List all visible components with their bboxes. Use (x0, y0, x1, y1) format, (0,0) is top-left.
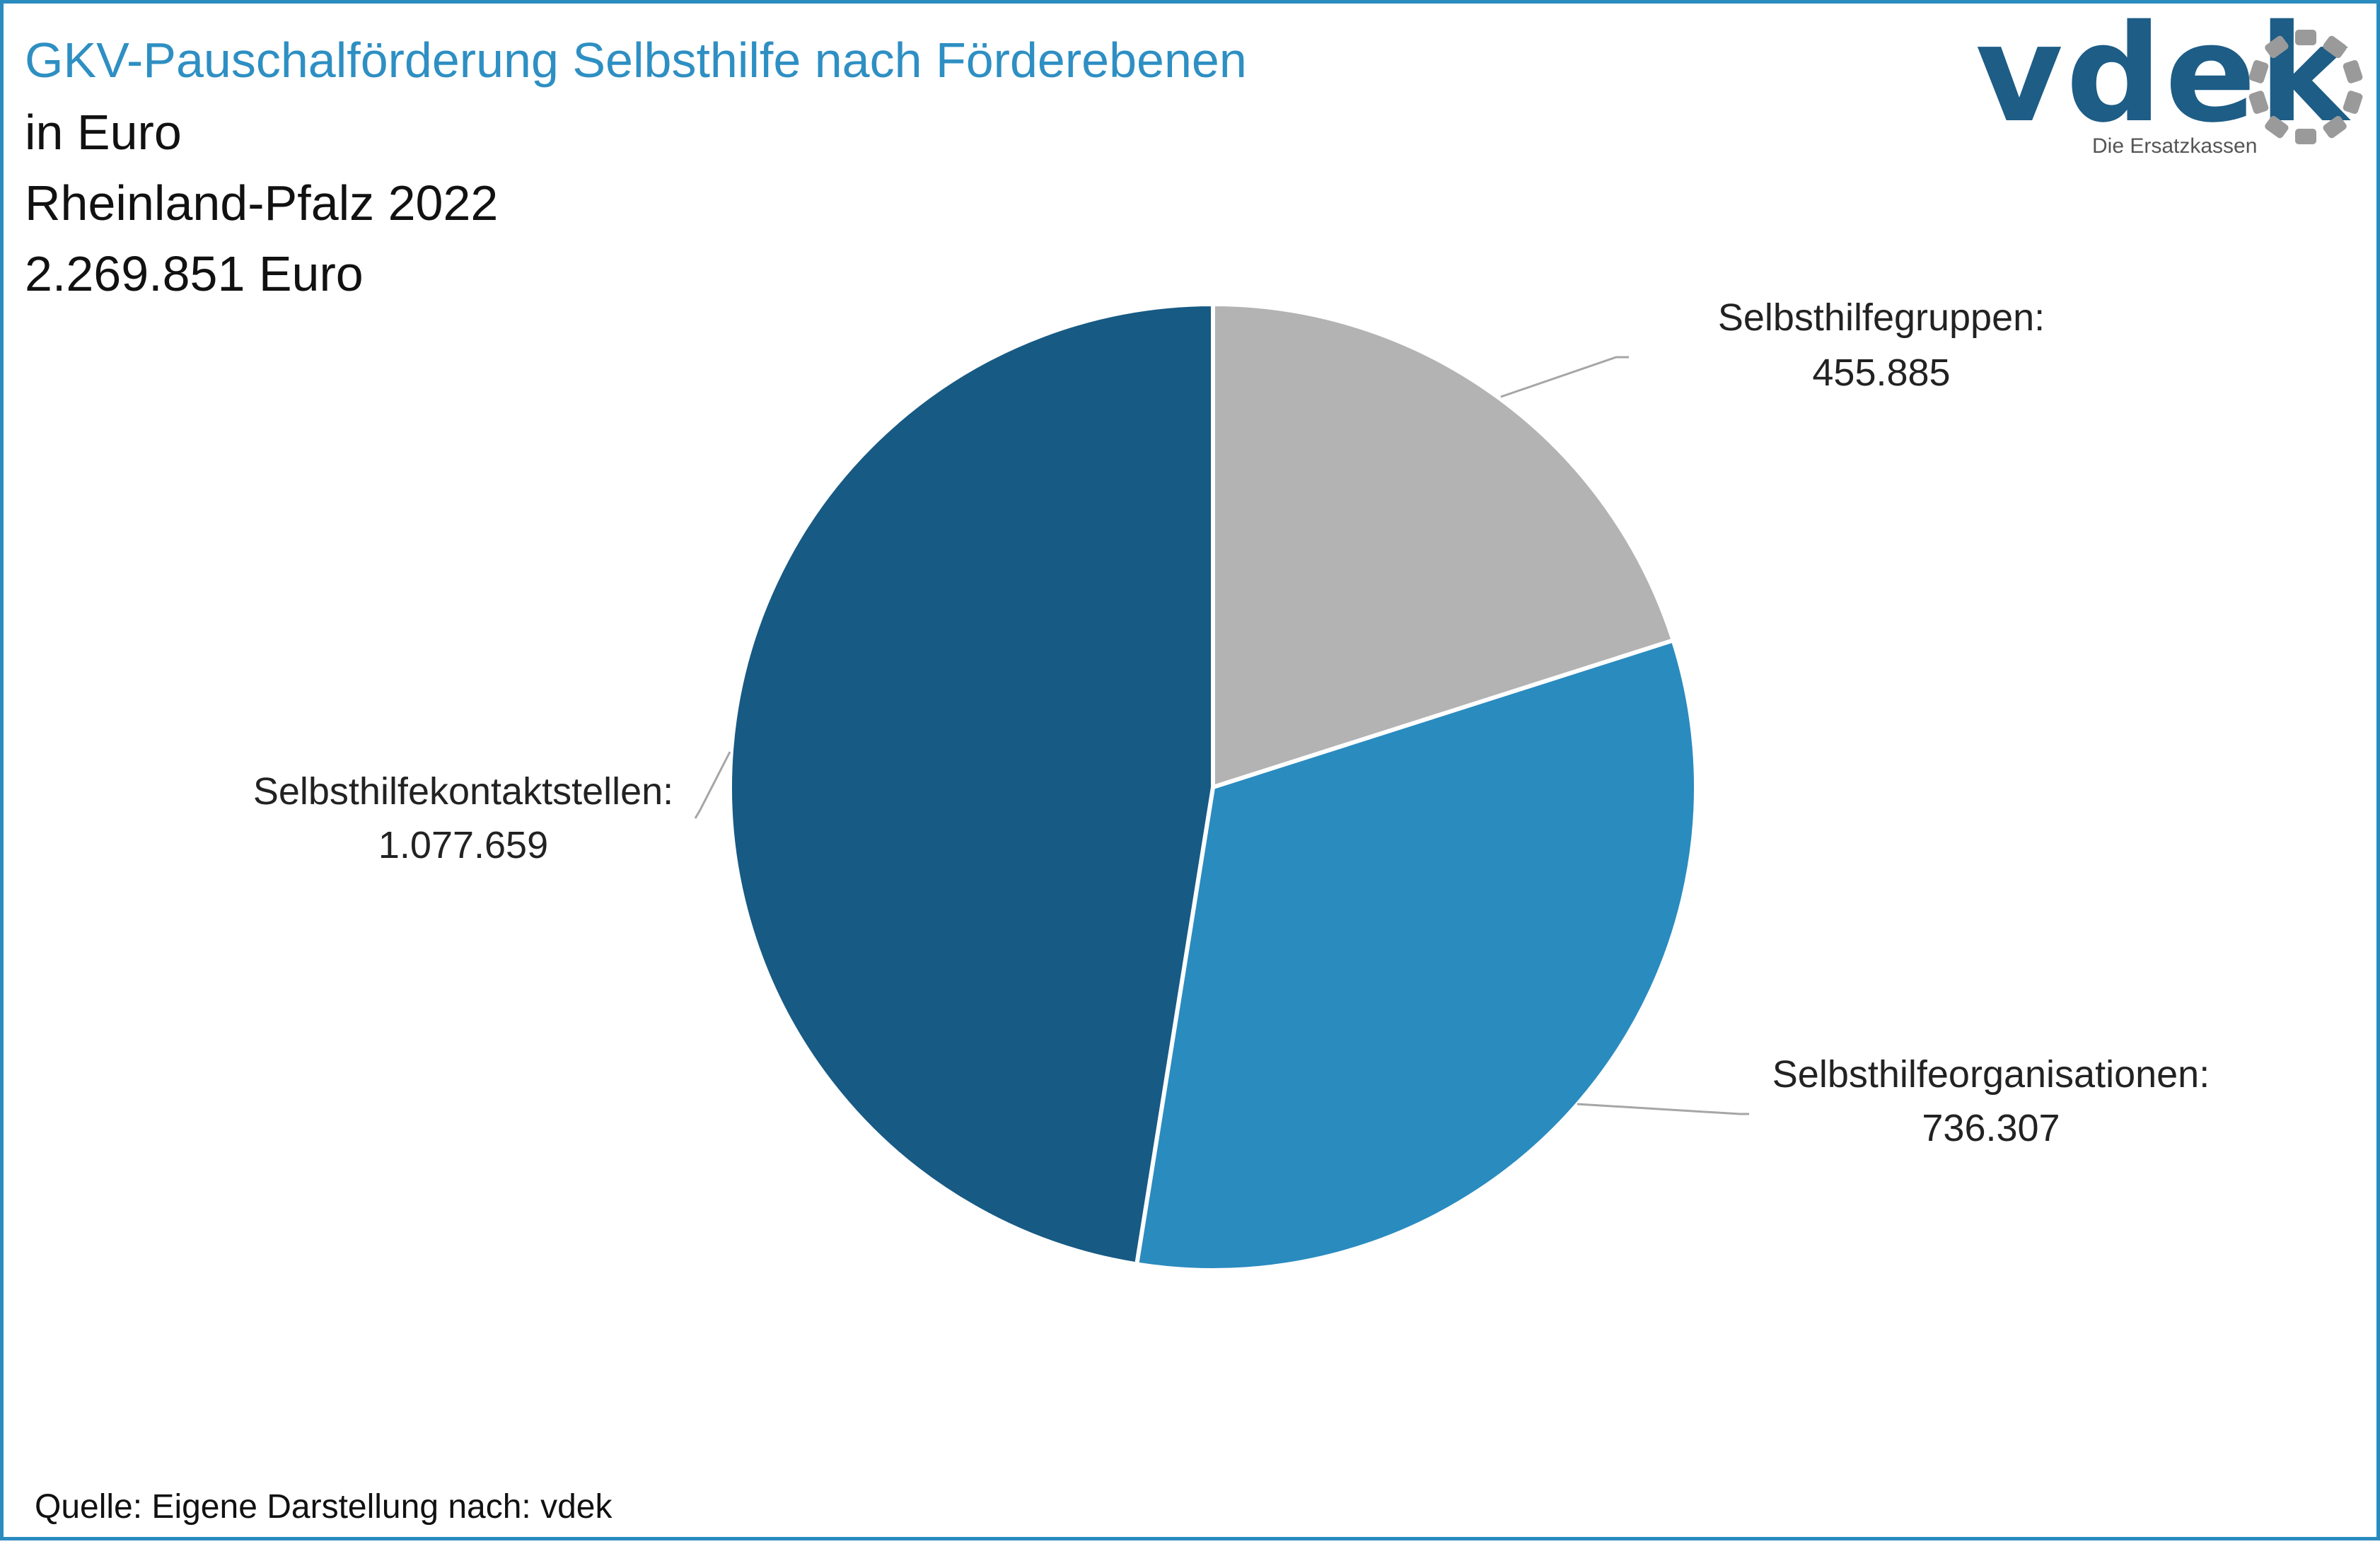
logo-ring-segment (2323, 115, 2347, 139)
vdek-logo: vdek Die Ersatzkassen (1970, 0, 2366, 166)
slice-label-1: Selbsthilfegruppen: (1718, 296, 2045, 339)
slice-value-label-3: 1.077.659 (378, 824, 548, 866)
logo-ring-segment (2248, 60, 2269, 83)
logo-ring-segment (2323, 35, 2347, 59)
chart-region-subtitle: Rheinland-Pfalz 2022 (25, 175, 499, 231)
chart-title: GKV-Pauschalförderung Selbsthilfe nach F… (25, 33, 1247, 88)
slice-value-label-1: 455.885 (1812, 352, 1950, 394)
slice-label-3: Selbsthilfekontaktstellen: (253, 770, 673, 813)
logo-ring-segment (2343, 91, 2363, 114)
chart-total-subtitle: 2.269.851 Euro (25, 246, 364, 301)
logo-ring-segment (2295, 30, 2316, 45)
pie-chart: Selbsthilfegruppen: 455.885 Selbsthilfeorg… (253, 296, 2210, 1273)
slice-label-2: Selbsthilfeorganisationen: (1772, 1053, 2210, 1096)
logo-ring-segment (2248, 91, 2269, 114)
logo-ring-icon (2248, 30, 2363, 144)
leader-line-1 (1500, 356, 1629, 398)
slice-value-label-2: 736.307 (1922, 1107, 2060, 1149)
logo-ring-segment (2343, 60, 2363, 83)
pie-slice-1 (1211, 302, 1676, 789)
pie-slice-3 (728, 302, 1215, 1267)
leader-line-2 (1577, 1103, 1749, 1115)
source-note: Quelle: Eigene Darstellung nach: vdek (35, 1488, 613, 1526)
pie-slice-2 (1134, 638, 1698, 1273)
logo-ring-segment (2265, 115, 2289, 139)
logo-ring-segment (2265, 35, 2289, 59)
logo-tagline: Die Ersatzkassen (2092, 134, 2258, 158)
leader-line-3 (694, 751, 731, 819)
logo-ring-segment (2295, 129, 2316, 144)
chart-unit-subtitle: in Euro (25, 105, 182, 160)
